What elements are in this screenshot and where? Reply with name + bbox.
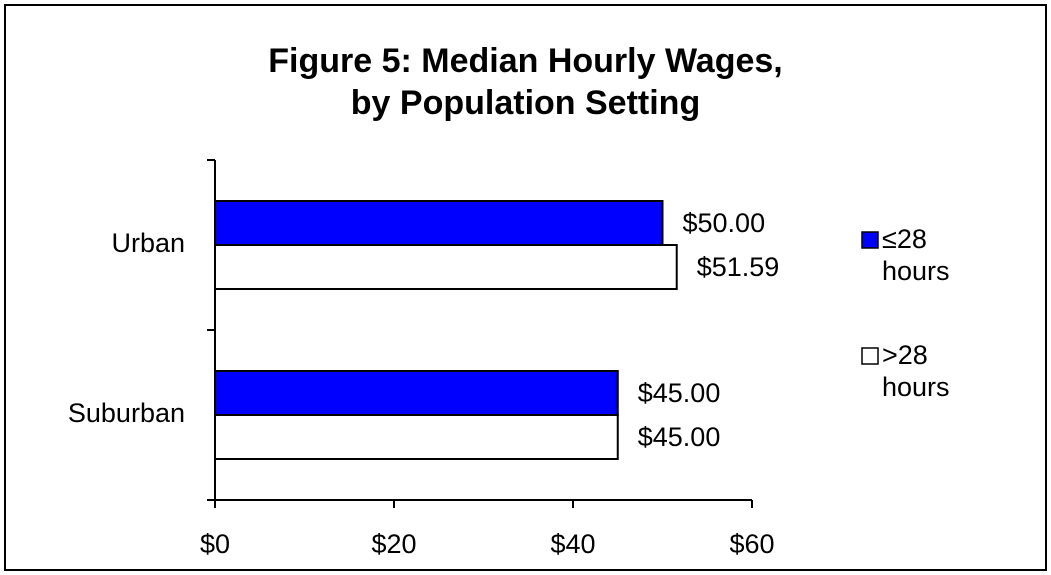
bar <box>214 414 619 460</box>
value-label: $51.59 <box>697 252 780 282</box>
bar <box>214 200 664 246</box>
value-label: $50.00 <box>683 208 766 238</box>
bar <box>214 244 678 290</box>
value-label: $45.00 <box>638 378 721 408</box>
x-tick-label: $60 <box>729 529 774 559</box>
x-tick-label: $20 <box>371 529 416 559</box>
value-label: $45.00 <box>638 422 721 452</box>
legend-swatch <box>861 231 879 249</box>
legend-label: >28 hours <box>882 340 950 402</box>
legend-swatch <box>861 347 879 365</box>
y-tick-label: Urban <box>111 228 185 258</box>
legend-label: ≤28 hours <box>882 224 950 286</box>
chart-title: Figure 5: Median Hourly Wages, by Popula… <box>268 42 783 122</box>
y-tick-label: Suburban <box>68 398 185 428</box>
x-tick-label: $40 <box>550 529 595 559</box>
bar <box>214 370 619 416</box>
x-tick-label: $0 <box>200 529 230 559</box>
